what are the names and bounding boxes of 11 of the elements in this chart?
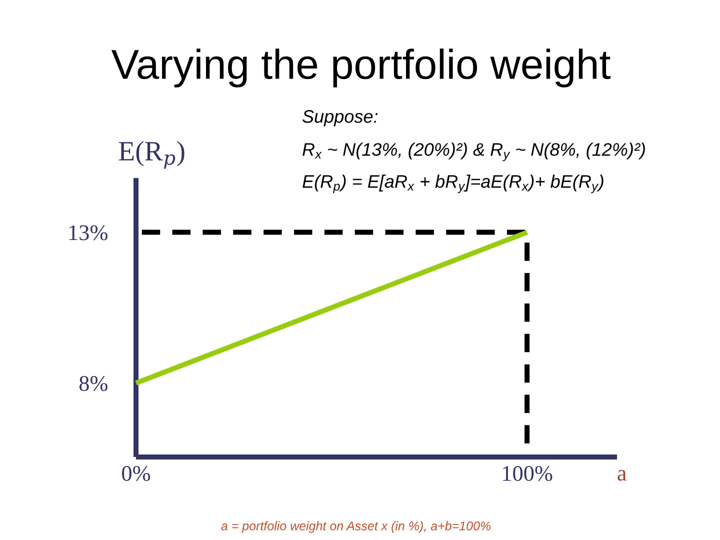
y-tick-label: 13% <box>69 225 108 240</box>
text: R$_{x}$ ~ N(13%, (20%)²) & R$_{y}$ ~ N(8%, (12%)²) <box>302 142 645 162</box>
text: a = portfolio weight on Asset x (in %), a+b=100% <box>221 521 491 533</box>
x-tick-label: 100% <box>503 466 552 482</box>
x-tick-label: 0% <box>122 466 150 482</box>
y-axis-title: E(R$_{p}$) <box>118 141 184 169</box>
x-axis-title: a <box>618 470 626 481</box>
chart-title: Varying the portfolio weight <box>111 48 610 88</box>
y-tick-label: 8% <box>79 376 108 392</box>
text: E(R$_{p}$) = E[aR$_{x}$ + bR$_{y}$]=aE(R$_{x}$)+ bE(R$_{y}$) <box>302 174 604 194</box>
text: Suppose: <box>302 110 378 126</box>
